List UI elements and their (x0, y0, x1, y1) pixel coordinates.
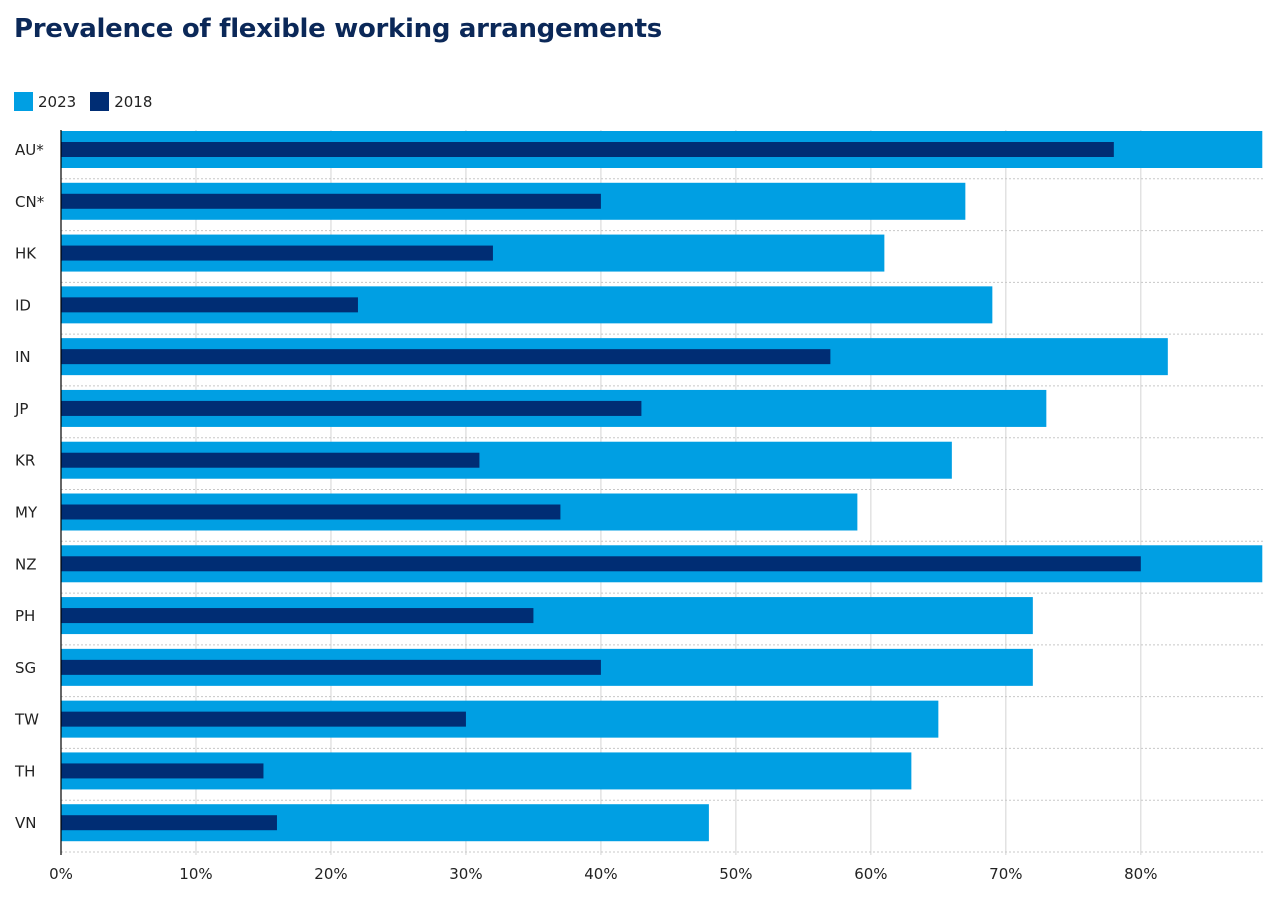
legend-label-2023: 2023 (38, 92, 77, 111)
y-category-label: MY (15, 504, 38, 522)
x-tick-label: 60% (854, 865, 887, 883)
y-category-label: AU* (15, 141, 44, 159)
x-tick-label: 40% (584, 865, 617, 883)
y-category-label: PH (15, 607, 35, 625)
x-tick-label: 70% (989, 865, 1022, 883)
x-tick-label: 0% (49, 865, 73, 883)
y-category-label: TH (14, 762, 35, 780)
bar-2018-SG (61, 659, 601, 675)
legend-swatch-2023 (14, 92, 33, 111)
bar-2018-TW (61, 711, 466, 727)
x-tick-label: 10% (179, 865, 212, 883)
y-category-label: CN* (15, 193, 45, 211)
x-tick-label: 20% (314, 865, 347, 883)
legend-swatch-2018 (90, 92, 110, 111)
y-category-label: NZ (15, 555, 37, 573)
bar-2018-IN (61, 349, 831, 365)
bar-2018-JP (61, 400, 642, 416)
legend-item-2018[interactable]: 2018 (90, 92, 152, 111)
bar-2018-ID (61, 297, 358, 313)
bar-2018-TH (61, 763, 264, 779)
legend-item-2023[interactable]: 2023 (14, 92, 76, 111)
y-category-label: VN (15, 814, 36, 832)
legend-label-2018: 2018 (114, 92, 153, 111)
y-category-label: ID (15, 296, 31, 314)
x-tick-label: 50% (719, 865, 752, 883)
y-category-label: TW (14, 711, 39, 729)
bar-2018-PH (61, 608, 534, 624)
y-category-label: JP (14, 400, 28, 418)
bar-2018-KR (61, 452, 480, 468)
bar-2018-CN (61, 193, 601, 209)
bar-2018-MY (61, 504, 561, 520)
x-tick-label: 80% (1124, 865, 1157, 883)
y-category-label: IN (15, 348, 31, 366)
legend: 2023 2018 (14, 92, 152, 111)
y-category-label: SG (15, 659, 36, 677)
bar-2018-AU (61, 142, 1114, 157)
chart-title: Prevalence of flexible working arrangeme… (14, 14, 662, 44)
y-category-label: HK (15, 245, 37, 263)
bar-2018-NZ (61, 556, 1141, 572)
x-tick-label: 30% (449, 865, 482, 883)
bar-2018-HK (61, 245, 493, 261)
y-category-label: KR (15, 452, 35, 470)
bar-2018-VN (61, 815, 277, 831)
